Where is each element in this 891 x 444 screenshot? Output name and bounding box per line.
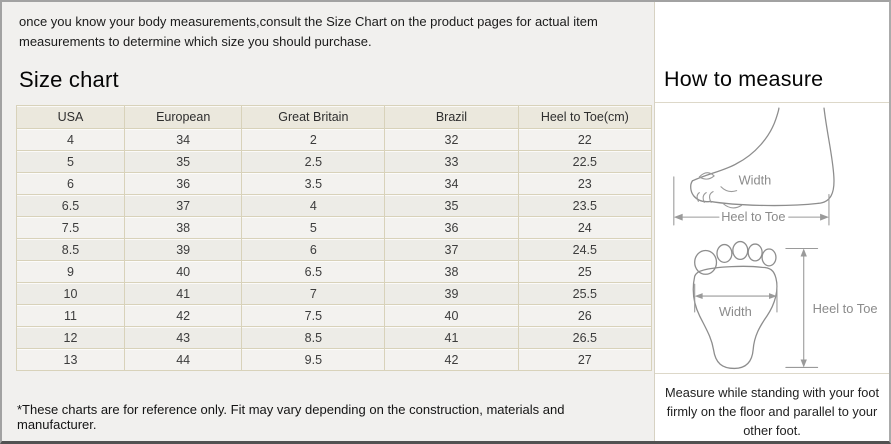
column-header: Brazil xyxy=(384,105,519,129)
table-cell: 42 xyxy=(384,348,519,371)
table-cell: 40 xyxy=(384,304,519,327)
table-cell: 41 xyxy=(384,326,519,349)
table-cell: 36 xyxy=(123,172,243,195)
table-cell: 44 xyxy=(123,348,243,371)
table-cell: 3.5 xyxy=(241,172,386,195)
table-cell: 35 xyxy=(123,150,243,173)
table-cell: 38 xyxy=(384,260,519,283)
table-cell: 35 xyxy=(384,194,519,217)
table-row: 8.5 39 6 37 24.5 xyxy=(16,238,653,261)
table-cell: 33 xyxy=(384,150,519,173)
table-cell: 34 xyxy=(384,172,519,195)
table-cell: 37 xyxy=(123,194,243,217)
table-cell: 27 xyxy=(517,348,653,371)
footprint-diagram: Width Heel to Toe xyxy=(655,240,889,372)
table-cell: 26.5 xyxy=(517,326,653,349)
table-cell: 11 xyxy=(16,304,125,327)
side-length-label: Heel to Toe xyxy=(721,209,785,224)
table-cell: 42 xyxy=(123,304,243,327)
table-cell: 26 xyxy=(517,304,653,327)
table-cell: 43 xyxy=(123,326,243,349)
table-row: 5 35 2.5 33 22.5 xyxy=(16,150,653,173)
table-row: 6 36 3.5 34 23 xyxy=(16,172,653,195)
table-cell: 6 xyxy=(241,238,386,261)
table-cell: 41 xyxy=(123,282,243,305)
table-cell: 9 xyxy=(16,260,125,283)
table-cell: 39 xyxy=(384,282,519,305)
table-cell: 2.5 xyxy=(241,150,386,173)
table-cell: 8.5 xyxy=(16,238,125,261)
table-cell: 37 xyxy=(384,238,519,261)
measure-caption: Measure while standing with your foot fi… xyxy=(664,385,880,439)
table-cell: 23 xyxy=(517,172,653,195)
table-cell: 4 xyxy=(16,128,125,151)
table-cell: 25 xyxy=(517,260,653,283)
table-row: 11 42 7.5 40 26 xyxy=(16,304,653,327)
divider-bottom xyxy=(655,373,889,374)
table-cell: 8.5 xyxy=(241,326,386,349)
table-cell: 6.5 xyxy=(241,260,386,283)
reference-footnote: *These charts are for reference only. Fi… xyxy=(17,402,565,432)
table-cell: 40 xyxy=(123,260,243,283)
table-row: 6.5 37 4 35 23.5 xyxy=(16,194,653,217)
table-cell: 2 xyxy=(241,128,386,151)
column-header: Heel to Toe(cm) xyxy=(517,105,653,129)
footprint-length-label: Heel to Toe xyxy=(813,301,878,316)
table-cell: 6.5 xyxy=(16,194,125,217)
size-chart-title: Size chart xyxy=(19,67,119,92)
intro-text: once you know your body measurements,con… xyxy=(19,14,598,50)
table-cell: 23.5 xyxy=(517,194,653,217)
table-row: 12 43 8.5 41 26.5 xyxy=(16,326,653,349)
table-cell: 9.5 xyxy=(241,348,386,371)
table-cell: 25.5 xyxy=(517,282,653,305)
table-row: 9 40 6.5 38 25 xyxy=(16,260,653,283)
table-cell: 7.5 xyxy=(241,304,386,327)
table-cell: 38 xyxy=(123,216,243,239)
table-cell: 32 xyxy=(384,128,519,151)
table-cell: 6 xyxy=(16,172,125,195)
table-cell: 7.5 xyxy=(16,216,125,239)
table-cell: 24.5 xyxy=(517,238,653,261)
table-cell: 4 xyxy=(241,194,386,217)
footprint-icon: Width Heel to Toe xyxy=(692,240,878,370)
table-cell: 22.5 xyxy=(517,150,653,173)
table-cell: 7 xyxy=(241,282,386,305)
divider-top xyxy=(655,102,889,103)
size-table: USA European Great Britain Brazil Heel to To… xyxy=(16,105,653,371)
table-cell: 39 xyxy=(123,238,243,261)
header-row: USA European Great Britain Brazil Heel to To… xyxy=(16,105,653,129)
table-cell: 12 xyxy=(16,326,125,349)
table-cell: 34 xyxy=(123,128,243,151)
size-chart-panel: once you know your body measurements,con… xyxy=(2,2,655,441)
table-row: 10 41 7 39 25.5 xyxy=(16,282,653,305)
table-cell: 36 xyxy=(384,216,519,239)
side-width-label: Width xyxy=(739,173,772,188)
size-table-body: 4 34 2 32 22 5 35 2.5 33 22.5 6 36 3.5 34 23 6.5 37 4 35 23… xyxy=(16,128,653,371)
table-cell: 5 xyxy=(16,150,125,173)
size-chart-table-wrap: USA European Great Britain Brazil Heel to To… xyxy=(16,105,653,371)
how-to-measure-panel: How to measure W xyxy=(655,2,889,441)
foot-side-view-icon: Width Heel to Toe xyxy=(673,107,835,226)
size-table-header: USA European Great Britain Brazil Heel to To… xyxy=(16,105,653,129)
table-cell: 13 xyxy=(16,348,125,371)
foot-side-view-diagram: Width Heel to Toe xyxy=(655,106,889,236)
footprint-width-label: Width xyxy=(719,304,752,319)
column-header: USA xyxy=(16,105,125,129)
column-header: Great Britain xyxy=(241,105,386,129)
table-row: 13 44 9.5 42 27 xyxy=(16,348,653,371)
table-cell: 10 xyxy=(16,282,125,305)
table-cell: 22 xyxy=(517,128,653,151)
table-cell: 24 xyxy=(517,216,653,239)
column-header: European xyxy=(123,105,243,129)
table-cell: 5 xyxy=(241,216,386,239)
how-to-measure-title: How to measure xyxy=(664,67,824,91)
table-row: 4 34 2 32 22 xyxy=(16,128,653,151)
table-row: 7.5 38 5 36 24 xyxy=(16,216,653,239)
